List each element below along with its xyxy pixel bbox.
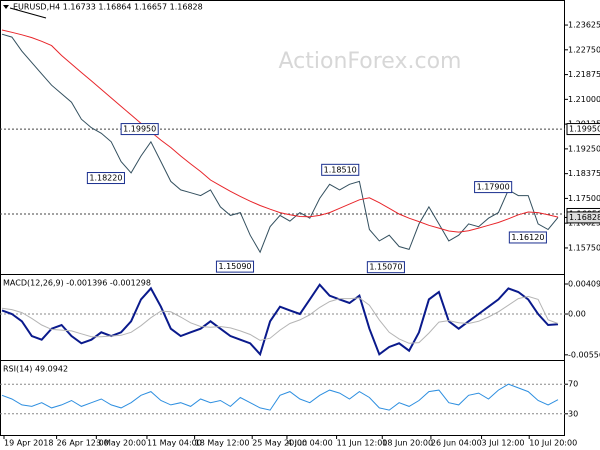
label-box-frame <box>215 260 255 273</box>
y-tick-label: 0.004094 <box>568 280 600 289</box>
label-box-text: 1.19950 <box>123 125 156 134</box>
y-tick-label: 1.18375 <box>568 169 600 178</box>
label-box-frame <box>566 211 600 224</box>
x-tick-label: 18 May 12:00 <box>195 439 250 448</box>
label-box-text: 1.15070 <box>369 263 402 272</box>
y-tick-label: 1.21875 <box>568 70 600 79</box>
series-line <box>1 383 559 411</box>
series-line <box>1 29 559 233</box>
y-tick-label: 30 <box>568 409 578 418</box>
label-box: 1.19950 <box>566 123 600 136</box>
trend-line <box>9 7 47 19</box>
y-tick-label: 1.17500 <box>568 194 600 203</box>
x-tick-label: 26 Jun 04:00 <box>431 439 482 448</box>
label-box-text: 1.18220 <box>89 174 122 183</box>
label-box-text: 1.19950 <box>569 125 600 134</box>
label-box: 1.15070 <box>366 261 405 274</box>
label-box-text: 1.16828 <box>569 213 600 222</box>
x-tick-label: 3 May 20:00 <box>96 439 146 448</box>
label-box-frame <box>120 123 159 136</box>
x-tick-label: 4 Jun 04:00 <box>287 439 333 448</box>
series-line <box>1 295 559 344</box>
label-box-text: 1.16120 <box>511 233 544 242</box>
y-tick-label: 70 <box>568 380 578 389</box>
header-arrow <box>3 5 9 9</box>
label-box-frame <box>86 172 125 185</box>
label-box-frame <box>474 181 513 194</box>
chart-title: EURUSD,H4 1.16733 1.16864 1.16657 1.1682… <box>13 3 203 12</box>
x-tick-label: 3 Jul 12:00 <box>482 439 525 448</box>
x-tick-label: 26 Apr 12:00 <box>57 439 109 448</box>
series-line <box>1 33 559 254</box>
label-box: 1.16828 <box>566 211 600 224</box>
x-tick-label: 25 May 20:00 <box>252 439 307 448</box>
y-tick-label: 1.23625 <box>568 21 600 30</box>
y-tick-label: 1.22750 <box>568 45 600 54</box>
label-box-text: 1.15090 <box>218 262 251 271</box>
y-tick-label: 1.21000 <box>568 95 600 104</box>
label-box: 1.15090 <box>215 260 255 273</box>
label-box-frame <box>366 261 405 274</box>
watermark: ActionForex.com <box>279 49 462 74</box>
plot-frame <box>0 0 565 436</box>
y-tick-label: -0.005568 <box>568 350 600 359</box>
x-tick-label: 10 Jul 20:00 <box>529 439 577 448</box>
y-tick-label: 1.19250 <box>568 144 600 153</box>
x-tick-label: 18 Jun 20:00 <box>382 439 433 448</box>
label-box: 1.17900 <box>474 181 513 194</box>
y-tick-label: 1.15750 <box>568 243 600 252</box>
label-box: 1.16120 <box>508 231 547 244</box>
label-box-text: 1.18510 <box>324 165 357 174</box>
label-box-frame <box>508 231 547 244</box>
y-tick-label: 0.00 <box>568 310 586 319</box>
rsi-title: RSI(14) 49.0942 <box>3 365 68 374</box>
label-box: 1.18220 <box>86 172 125 185</box>
label-box: 1.19950 <box>120 123 159 136</box>
x-tick-label: 11 Jun 12:00 <box>337 439 388 448</box>
series-line <box>1 283 559 357</box>
macd-title: MACD(12,26,9) -0.001396 -0.001298 <box>3 279 151 288</box>
x-tick-label: 11 May 04:00 <box>147 439 202 448</box>
label-box-frame <box>321 163 360 176</box>
label-box-text: 1.17900 <box>477 183 510 192</box>
label-box: 1.18510 <box>321 163 360 176</box>
x-tick-label: 19 Apr 2018 <box>4 439 53 448</box>
label-box-frame <box>566 123 600 136</box>
